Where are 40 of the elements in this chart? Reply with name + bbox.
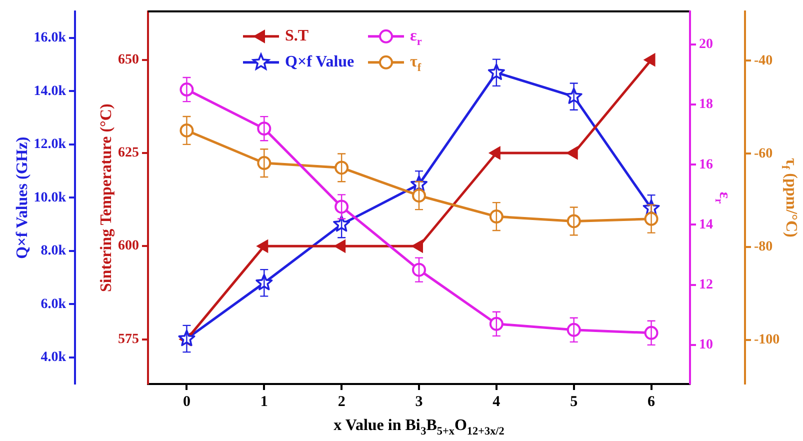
y2-tick-label: 12 — [699, 277, 713, 292]
legend-label: Q×f Value — [285, 54, 354, 71]
y2-axis-title: εr — [712, 192, 733, 204]
legend-label: S.T — [285, 28, 309, 45]
y2-tick-label: 575 — [118, 332, 139, 347]
y-tick-label: 14.0k — [34, 84, 66, 99]
x-tick-label: 1 — [260, 394, 268, 410]
y-tick-label: -100 — [754, 332, 780, 348]
y2-tick-label: 14 — [699, 217, 713, 232]
y-tick-label: -80 — [754, 239, 773, 254]
x-tick-label: 0 — [182, 394, 190, 410]
x-tick-label: 3 — [415, 394, 423, 410]
y-tick-label: 16.0k — [34, 30, 66, 46]
y-tick-label: 6.0k — [40, 296, 66, 312]
point — [257, 240, 268, 252]
y-tick-label: 8.0k — [40, 244, 66, 259]
y-tick-label: 10.0k — [34, 190, 66, 206]
y2-tick-label: 10 — [699, 338, 713, 353]
y2-tick-label: 625 — [118, 146, 139, 161]
x-tick-label: 2 — [338, 394, 346, 410]
y2-tick-label: 600 — [118, 238, 139, 254]
x-tick-label: 6 — [648, 394, 656, 410]
y-axis-title: Q×f Values (GHz) — [14, 136, 31, 259]
point — [644, 54, 656, 66]
y-axis-title: τf (ppm/°C) — [779, 158, 800, 238]
y-tick-label: -60 — [754, 146, 773, 162]
point — [334, 240, 346, 252]
point — [412, 240, 423, 252]
y2-tick-label: 650 — [118, 52, 139, 68]
point — [489, 146, 500, 160]
y2-tick-label: 16 — [699, 157, 713, 172]
y-tick-label: 12.0k — [34, 137, 66, 152]
y-tick-label: 4.0k — [40, 350, 66, 365]
x-tick-label: 5 — [570, 394, 578, 410]
point — [566, 146, 578, 160]
y2-axis-title: Sintering Temperature (°C) — [98, 104, 116, 292]
y-tick-label: -40 — [754, 53, 773, 68]
y2-tick-label: 20 — [699, 37, 713, 52]
x-tick-label: 4 — [492, 394, 501, 410]
y2-tick-label: 18 — [699, 97, 713, 112]
